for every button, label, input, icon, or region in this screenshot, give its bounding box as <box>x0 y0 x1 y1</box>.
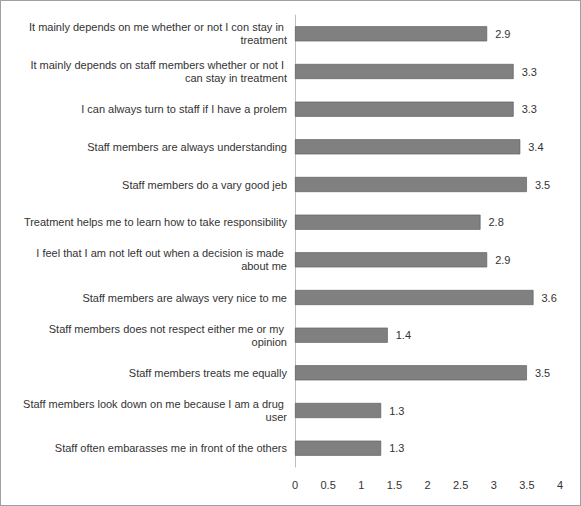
svg-text:1.5: 1.5 <box>387 479 402 491</box>
svg-text:I feel that I am not left out: I feel that I am not left out when a dec… <box>36 247 287 259</box>
svg-text:2.5: 2.5 <box>453 479 468 491</box>
svg-text:Staff members do a vary good j: Staff members do a vary good jeb <box>122 179 287 191</box>
svg-text:user: user <box>266 411 288 423</box>
svg-text:1.3: 1.3 <box>389 442 404 454</box>
svg-text:3.6: 3.6 <box>542 292 557 304</box>
svg-text:0.5: 0.5 <box>320 479 335 491</box>
svg-text:It mainly depends on me whethe: It mainly depends on me whether or not I… <box>29 21 287 33</box>
svg-text:can stay in treatment: can stay in treatment <box>185 72 287 84</box>
svg-text:3: 3 <box>491 479 497 491</box>
svg-text:3.5: 3.5 <box>519 479 534 491</box>
svg-text:1: 1 <box>358 479 364 491</box>
svg-text:Staff often embarasses me in f: Staff often embarasses me in front of th… <box>55 442 288 454</box>
svg-text:It mainly depends on staff mem: It mainly depends on staff members wheth… <box>30 59 287 71</box>
svg-text:4: 4 <box>557 479 563 491</box>
svg-text:opinion: opinion <box>252 336 287 348</box>
svg-text:Staff members are always very: Staff members are always very nice to me <box>82 292 287 304</box>
svg-text:1.4: 1.4 <box>396 329 411 341</box>
svg-text:3.3: 3.3 <box>522 103 537 115</box>
svg-text:2.8: 2.8 <box>489 216 504 228</box>
svg-text:3.5: 3.5 <box>535 367 550 379</box>
svg-text:2: 2 <box>424 479 430 491</box>
svg-text:3.4: 3.4 <box>528 141 543 153</box>
svg-text:0: 0 <box>292 479 298 491</box>
svg-text:about me: about me <box>241 260 287 272</box>
svg-text:3.3: 3.3 <box>522 66 537 78</box>
svg-text:Staff members does not respect: Staff members does not respect either me… <box>49 323 287 335</box>
svg-text:Staff members treats me equall: Staff members treats me equally <box>129 367 288 379</box>
svg-text:treatment: treatment <box>241 34 287 46</box>
svg-text:Staff members are always under: Staff members are always understanding <box>87 141 287 153</box>
svg-text:Staff members look down on me: Staff members look down on me because I … <box>23 398 287 410</box>
svg-text:I can always turn to staff if: I can always turn to staff if I have a p… <box>81 103 287 115</box>
svg-text:3.5: 3.5 <box>535 179 550 191</box>
svg-text:2.9: 2.9 <box>495 254 510 266</box>
svg-text:Treatment helps me to learn ho: Treatment helps me to learn how to take … <box>24 216 288 228</box>
svg-text:2.9: 2.9 <box>495 28 510 40</box>
svg-text:1.3: 1.3 <box>389 405 404 417</box>
